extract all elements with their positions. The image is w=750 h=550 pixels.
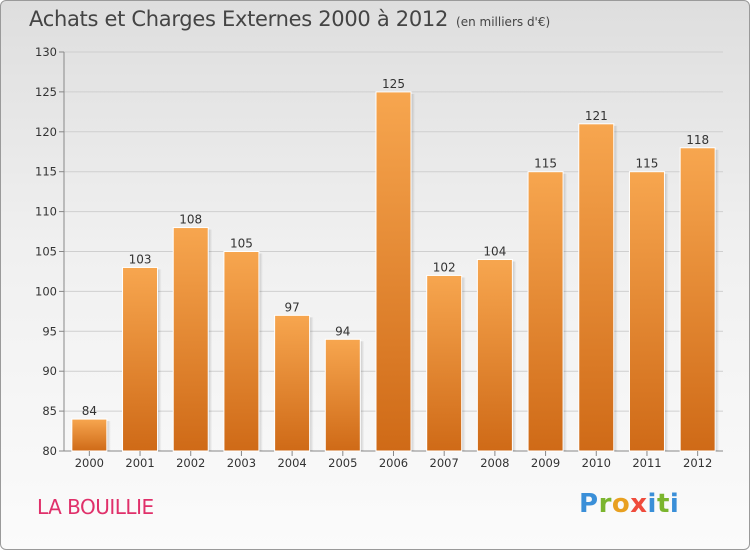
bar-value-label: 103: [129, 252, 152, 266]
bar-2008: [476, 258, 513, 452]
bars: [71, 91, 720, 452]
y-tick-label: 130: [35, 45, 57, 59]
logo-letter: i: [647, 489, 657, 519]
bar-2003: [223, 251, 260, 452]
bar-shadow: [258, 253, 263, 451]
bar-value-label: 108: [179, 213, 202, 227]
bar-shadow: [309, 317, 314, 451]
bar-2006: [375, 91, 412, 452]
bar-2007: [426, 274, 463, 452]
bar-value-label: 84: [82, 404, 97, 418]
bar-value-label: 118: [686, 133, 709, 147]
bar-value-label: 125: [382, 77, 405, 91]
value-labels: 84 103 108 105 97 94 125 102 104 115 121 115 118: [82, 77, 709, 418]
x-tick-label: 2004: [277, 456, 306, 470]
x-tick-label: 2007: [430, 456, 459, 470]
bar-shadow: [613, 125, 618, 451]
bar-value-label: 115: [534, 157, 557, 171]
bar-2000: [71, 418, 108, 452]
logo-letter: t: [656, 489, 670, 519]
x-tick-label: 2000: [75, 456, 104, 470]
bar-shadow: [563, 173, 568, 451]
bar-value-label: 104: [483, 244, 506, 258]
y-tick-label: 80: [42, 444, 57, 458]
x-tick-label: 2003: [227, 456, 256, 470]
x-tick-label: 2006: [379, 456, 408, 470]
x-tick-label: 2009: [531, 456, 560, 470]
logo-letter: i: [669, 489, 680, 519]
place-name: LA BOUILLIE: [37, 495, 154, 519]
bar-2001: [122, 266, 159, 452]
bar-value-label: 97: [284, 300, 299, 314]
y-tick-label: 95: [42, 324, 57, 338]
x-tick-label: 2008: [480, 456, 509, 470]
y-tick-label: 85: [42, 404, 57, 418]
bar-shadow: [664, 173, 669, 451]
bar-shadow: [208, 229, 213, 451]
x-tick-label: 2010: [582, 456, 611, 470]
chart-title: Achats et Charges Externes 2000 à 2012 (e…: [29, 7, 550, 31]
x-tick-label: 2011: [632, 456, 661, 470]
logo-letter: r: [598, 489, 612, 519]
y-tick-label: 120: [35, 125, 57, 139]
bar-shadow: [106, 421, 111, 451]
y-tick-label: 115: [35, 165, 57, 179]
x-tick-label: 2002: [176, 456, 205, 470]
bar-2002: [172, 227, 209, 452]
chart-subtitle: (en milliers d'€): [456, 15, 551, 29]
bar-2004: [274, 314, 311, 452]
bar-value-label: 94: [335, 324, 350, 338]
bar-value-label: 105: [230, 237, 253, 251]
proxiti-logo: Proxiti: [579, 489, 679, 519]
logo-letter: x: [630, 489, 648, 519]
bar-2005: [324, 338, 361, 452]
logo-letter: P: [579, 489, 599, 519]
bar-shadow: [715, 149, 720, 451]
y-tick-label: 105: [35, 245, 57, 259]
bar-shadow: [512, 261, 517, 451]
y-tick-label: 125: [35, 85, 57, 99]
chart-title-text: Achats et Charges Externes 2000 à 2012: [29, 7, 449, 31]
x-axis: 2000 2001 2002 2003 2004 2005 2006 2007 2008 2009…: [75, 451, 712, 470]
bar-value-label: 121: [585, 109, 608, 123]
bar-2010: [578, 123, 615, 452]
bar-2012: [679, 147, 716, 452]
y-tick-label: 90: [42, 364, 57, 378]
x-tick-label: 2001: [125, 456, 154, 470]
y-tick-label: 110: [35, 205, 57, 219]
x-tick-label: 2005: [328, 456, 357, 470]
bar-shadow: [157, 269, 162, 451]
bar-value-label: 115: [636, 157, 659, 171]
bar-shadow: [411, 93, 415, 452]
bar-shadow: [360, 341, 365, 451]
logo-letter: o: [611, 489, 631, 519]
x-tick-label: 2012: [683, 456, 712, 470]
bar-2011: [628, 171, 665, 452]
bar-2009: [527, 171, 564, 452]
bar-shadow: [461, 277, 466, 451]
y-tick-label: 100: [35, 284, 57, 298]
bar-value-label: 102: [433, 260, 456, 274]
